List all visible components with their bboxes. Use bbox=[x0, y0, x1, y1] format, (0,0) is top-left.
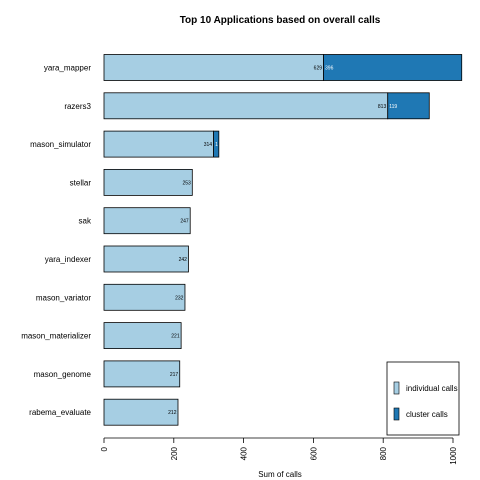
category-label-sak: sak bbox=[79, 217, 92, 226]
x-tick-label-600: 600 bbox=[309, 446, 318, 460]
bar-individual-calls-mason-variator bbox=[103, 283, 186, 311]
category-label-yara-indexer: yara_indexer bbox=[45, 255, 92, 264]
legend-label-cluster-calls: cluster calls bbox=[406, 410, 448, 419]
data-label-individual-yara-indexer: 242 bbox=[179, 257, 188, 263]
data-label-individual-mason-materializer: 221 bbox=[171, 334, 180, 340]
bar-individual-calls-stellar bbox=[103, 168, 193, 196]
category-label-rabema-evaluate: rabema_evaluate bbox=[29, 408, 91, 417]
legend: individual calls cluster calls bbox=[386, 361, 460, 436]
data-label-individual-mason-variator: 232 bbox=[175, 295, 184, 301]
x-tick-label-0: 0 bbox=[100, 446, 109, 451]
data-label-individual-rabema-evaluate: 212 bbox=[168, 410, 177, 416]
category-label-yara-mapper: yara_mapper bbox=[44, 64, 91, 73]
bar-individual-calls-razers3 bbox=[103, 92, 389, 120]
bar-individual-calls-mason-simulator bbox=[103, 130, 214, 158]
chart-title: Top 10 Applications based on overall cal… bbox=[180, 15, 381, 26]
legend-swatch-cluster-calls bbox=[393, 407, 400, 421]
x-tick-label-200: 200 bbox=[170, 446, 179, 460]
bar-individual-calls-yara-mapper bbox=[103, 54, 324, 81]
x-tick-label-1000: 1000 bbox=[449, 446, 458, 464]
category-label-mason-genome: mason_genome bbox=[34, 370, 92, 379]
data-label-individual-razers3: 813 bbox=[378, 104, 387, 110]
x-tick-label-400: 400 bbox=[240, 446, 249, 460]
data-label-individual-mason-simulator: 314 bbox=[204, 142, 213, 148]
bar-cluster-calls-mason-simulator bbox=[213, 130, 220, 158]
data-label-individual-stellar: 253 bbox=[182, 180, 191, 186]
bar-individual-calls-rabema-evaluate bbox=[103, 398, 179, 426]
bar-cluster-calls-yara-mapper bbox=[323, 54, 463, 81]
data-label-cluster-yara-mapper: 396 bbox=[325, 66, 334, 72]
category-labels: yara_mapper razers3 mason_simulatorstellar… bbox=[21, 64, 92, 418]
data-label-individual-sak: 247 bbox=[180, 219, 189, 225]
legend-box bbox=[386, 361, 460, 436]
bar-individual-calls-mason-genome bbox=[103, 360, 181, 388]
category-label-mason-simulator: mason_simulator bbox=[30, 140, 91, 149]
data-label-individual-yara-mapper: 629 bbox=[314, 66, 323, 72]
category-label-stellar: stellar bbox=[70, 178, 92, 187]
data-label-cluster-mason-simulator: 1 bbox=[215, 142, 218, 148]
category-label-mason-variator: mason_variator bbox=[36, 293, 91, 302]
x-tick-label-800: 800 bbox=[379, 446, 388, 460]
bar-individual-calls-yara-indexer bbox=[103, 245, 189, 273]
legend-label-individual-calls: individual calls bbox=[406, 384, 458, 393]
bar-cluster-calls-razers3 bbox=[387, 92, 430, 120]
data-label-individual-mason-genome: 217 bbox=[170, 372, 179, 378]
bar-individual-calls-sak bbox=[103, 207, 191, 235]
bars-group: 629 396 813 119 314 1 253 247 242 232 221 217 212 bbox=[103, 54, 463, 426]
data-label-cluster-razers3: 119 bbox=[389, 104, 397, 110]
category-label-razers3: razers3 bbox=[64, 102, 91, 111]
category-label-mason-materializer: mason_materializer bbox=[21, 332, 91, 341]
x-axis: 0 200 400 600 800 1000 bbox=[100, 437, 458, 465]
legend-swatch-individual-calls bbox=[393, 381, 400, 395]
x-axis-label: Sum of calls bbox=[258, 470, 302, 479]
bar-individual-calls-mason-materializer bbox=[103, 322, 182, 350]
